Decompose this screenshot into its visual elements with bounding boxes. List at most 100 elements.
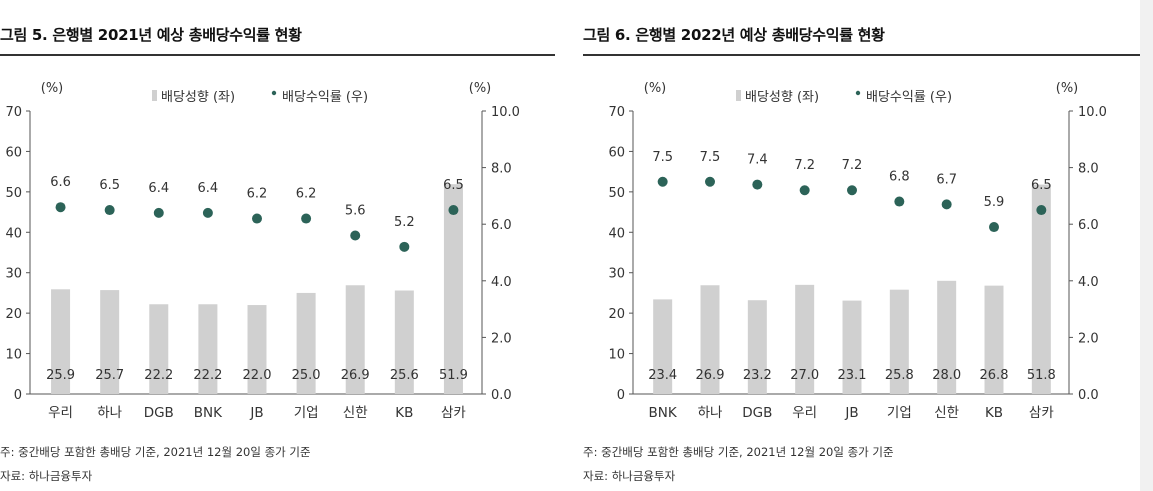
bar-value-label: 22.2 <box>144 368 173 383</box>
left-tick-label: 50 <box>608 186 625 201</box>
bar <box>443 184 463 394</box>
left-tick-label: 60 <box>5 145 22 160</box>
yield-point <box>799 185 810 196</box>
category-label: 하나 <box>698 405 723 421</box>
bar <box>700 285 720 394</box>
bar <box>889 289 909 394</box>
bar-value-label: 26.9 <box>696 368 725 383</box>
right-tick-label: 8.0 <box>491 162 512 177</box>
chart-note: 주: 중간배당 포함한 총배당 기준, 2021년 12월 20일 종가 기준 <box>0 445 311 459</box>
chart-source: 자료: 하나금융투자 <box>583 469 676 483</box>
yield-value-label: 5.2 <box>394 215 415 230</box>
category-label: 우리 <box>48 405 73 421</box>
yield-point <box>252 213 262 224</box>
right-tick-label: 4.0 <box>1078 275 1099 290</box>
title-rule <box>0 54 555 56</box>
yield-value-label: 7.5 <box>700 150 721 165</box>
yield-value-label: 6.5 <box>443 178 464 193</box>
category-label: JB <box>844 405 858 421</box>
right-tick-label: 0.0 <box>491 388 512 403</box>
category-label: BNK <box>194 405 223 421</box>
bar-value-label: 23.4 <box>648 368 677 383</box>
left-tick-label: 10 <box>5 348 22 363</box>
yield-point <box>752 179 763 190</box>
scroll-margin <box>1140 0 1153 491</box>
yield-point <box>989 222 999 233</box>
bar <box>747 300 767 394</box>
bar-value-label: 27.0 <box>790 368 819 383</box>
left-tick-label: 0 <box>617 388 625 403</box>
legend-bar-swatch <box>152 90 157 101</box>
bar <box>394 290 414 394</box>
left-tick-label: 40 <box>5 226 22 241</box>
chart-panel-2021: 그림 5. 은행별 2021년 예상 총배당수익률 현황 0 10 20 30 40 50… <box>0 0 555 491</box>
yield-value-label: 5.6 <box>345 204 366 219</box>
yield-value-label: 6.5 <box>1031 178 1052 193</box>
left-tick-label: 50 <box>5 186 22 201</box>
bar <box>653 299 673 394</box>
category-label: 하나 <box>97 405 122 421</box>
yield-point <box>104 205 115 216</box>
bar <box>100 290 120 394</box>
category-label: 신한 <box>343 405 368 421</box>
bar <box>842 300 862 394</box>
legend-dot-label: 배당수익률 (우) <box>282 90 368 105</box>
bar <box>247 305 267 394</box>
category-label: 기업 <box>887 405 912 421</box>
yield-value-label: 6.8 <box>889 170 910 185</box>
yield-point <box>941 199 952 210</box>
right-axis-unit: (%) <box>1056 81 1079 96</box>
bar <box>51 289 71 394</box>
bar-value-label: 25.0 <box>292 368 321 383</box>
right-tick-label: 6.0 <box>491 218 512 233</box>
category-label: 삼카 <box>441 405 466 421</box>
chart-panel-2022: 그림 6. 은행별 2022년 예상 총배당수익률 현황 0 10 20 30 40 50… <box>583 0 1140 491</box>
right-tick-label: 10.0 <box>1078 105 1107 120</box>
left-tick-label: 70 <box>608 105 625 120</box>
yield-value-label: 6.4 <box>148 181 169 196</box>
yield-point <box>894 196 905 207</box>
bar <box>984 285 1004 394</box>
right-tick-label: 2.0 <box>491 331 512 346</box>
bar <box>937 280 957 394</box>
legend-dot-label: 배당수익률 (우) <box>866 90 952 105</box>
bar <box>345 285 365 394</box>
bar <box>296 292 316 394</box>
bar-value-label: 23.2 <box>743 368 772 383</box>
category-label: KB <box>985 405 1003 421</box>
category-label: JB <box>249 405 263 421</box>
bar <box>1031 184 1051 394</box>
yield-value-label: 6.4 <box>198 181 219 196</box>
bar-value-label: 25.9 <box>46 368 75 383</box>
legend-dot-swatch <box>855 90 861 96</box>
yield-value-label: 7.2 <box>842 158 863 173</box>
right-tick-label: 6.0 <box>1078 218 1099 233</box>
right-tick-label: 8.0 <box>1078 162 1099 177</box>
chart-source: 자료: 하나금융투자 <box>0 469 93 483</box>
right-tick-label: 2.0 <box>1078 331 1099 346</box>
left-tick-label: 10 <box>608 348 625 363</box>
yield-point <box>448 205 459 216</box>
left-tick-label: 40 <box>608 226 625 241</box>
bar-value-label: 26.9 <box>341 368 370 383</box>
category-label: 우리 <box>792 405 817 421</box>
yield-point <box>350 230 361 241</box>
bar-value-label: 22.2 <box>193 368 222 383</box>
chart-note: 주: 중간배당 포함한 총배당 기준, 2021년 12월 20일 종가 기준 <box>583 445 894 459</box>
category-label: BNK <box>649 405 678 421</box>
bar-value-label: 51.9 <box>439 368 468 383</box>
right-tick-label: 10.0 <box>491 105 520 120</box>
right-tick-label: 0.0 <box>1078 388 1099 403</box>
right-tick-label: 4.0 <box>491 275 512 290</box>
yield-value-label: 7.4 <box>747 153 768 168</box>
yield-point <box>153 207 164 218</box>
left-tick-label: 60 <box>608 145 625 160</box>
left-tick-label: 20 <box>5 307 22 322</box>
legend-bar-label: 배당성향 (좌) <box>161 90 235 105</box>
bar <box>198 304 218 394</box>
bar <box>795 284 815 394</box>
category-label: DGB <box>742 405 772 421</box>
category-label: 신한 <box>934 405 959 421</box>
yield-point <box>657 176 668 187</box>
